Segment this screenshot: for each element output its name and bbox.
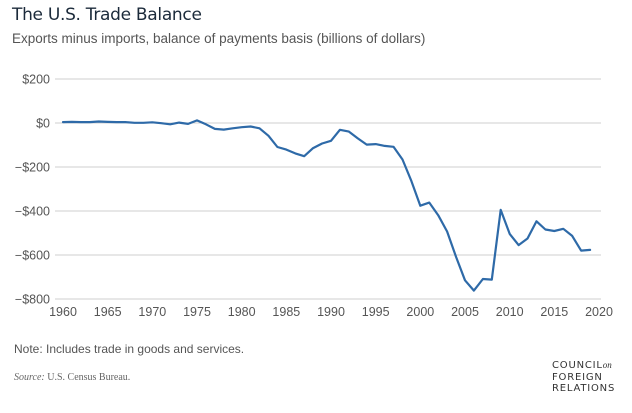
x-tick-label: 1960 <box>49 305 77 319</box>
y-axis-ticks: $200 $0 −$200 −$400 −$600 −$800 <box>15 73 50 307</box>
x-tick-label: 1975 <box>183 305 211 319</box>
chart-note: Note: Includes trade in goods and servic… <box>14 342 245 356</box>
y-tick-label: $0 <box>36 117 50 131</box>
y-tick-label: −$400 <box>15 205 50 219</box>
x-tick-label: 2005 <box>451 305 479 319</box>
x-tick-label: 2020 <box>585 305 613 319</box>
x-tick-label: 2000 <box>406 305 434 319</box>
chart-source: Source: U.S. Census Bureau. <box>14 372 130 383</box>
y-tick-label: −$200 <box>15 161 50 175</box>
x-tick-label: 1985 <box>272 305 300 319</box>
x-tick-label: 1995 <box>362 305 390 319</box>
logo-on: on <box>602 360 612 370</box>
logo-line-3: RELATIONS <box>552 383 616 394</box>
x-tick-label: 1990 <box>317 305 345 319</box>
source-label: Source: <box>14 372 45 383</box>
y-tick-label: −$600 <box>15 249 50 263</box>
x-tick-label: 1965 <box>94 305 122 319</box>
x-axis-ticks: 1960 1965 1970 1975 1980 1985 1990 1995 2000 2005… <box>49 305 613 319</box>
x-tick-label: 1970 <box>138 305 166 319</box>
line-chart: $200$0−$200−$400−$600−$800 1960 1965 1970 1… <box>15 73 613 320</box>
logo-line-2: FOREIGN <box>552 371 603 383</box>
x-tick-label: 2010 <box>496 305 524 319</box>
source-text: U.S. Census Bureau. <box>44 372 131 383</box>
x-tick-label: 2015 <box>540 305 568 319</box>
cfr-logo: COUNCILon FOREIGN RELATIONS <box>552 360 615 395</box>
y-tick-label: $200 <box>22 73 50 87</box>
y-tick-label: −$800 <box>15 293 50 307</box>
x-tick-label: 1980 <box>228 305 256 319</box>
logo-line-1: COUNCIL <box>552 360 603 371</box>
chart-subtitle: Exports minus imports, balance of paymen… <box>12 31 426 46</box>
trade-balance-line <box>61 119 592 292</box>
gridlines <box>55 78 601 300</box>
chart-title: The U.S. Trade Balance <box>12 5 202 25</box>
